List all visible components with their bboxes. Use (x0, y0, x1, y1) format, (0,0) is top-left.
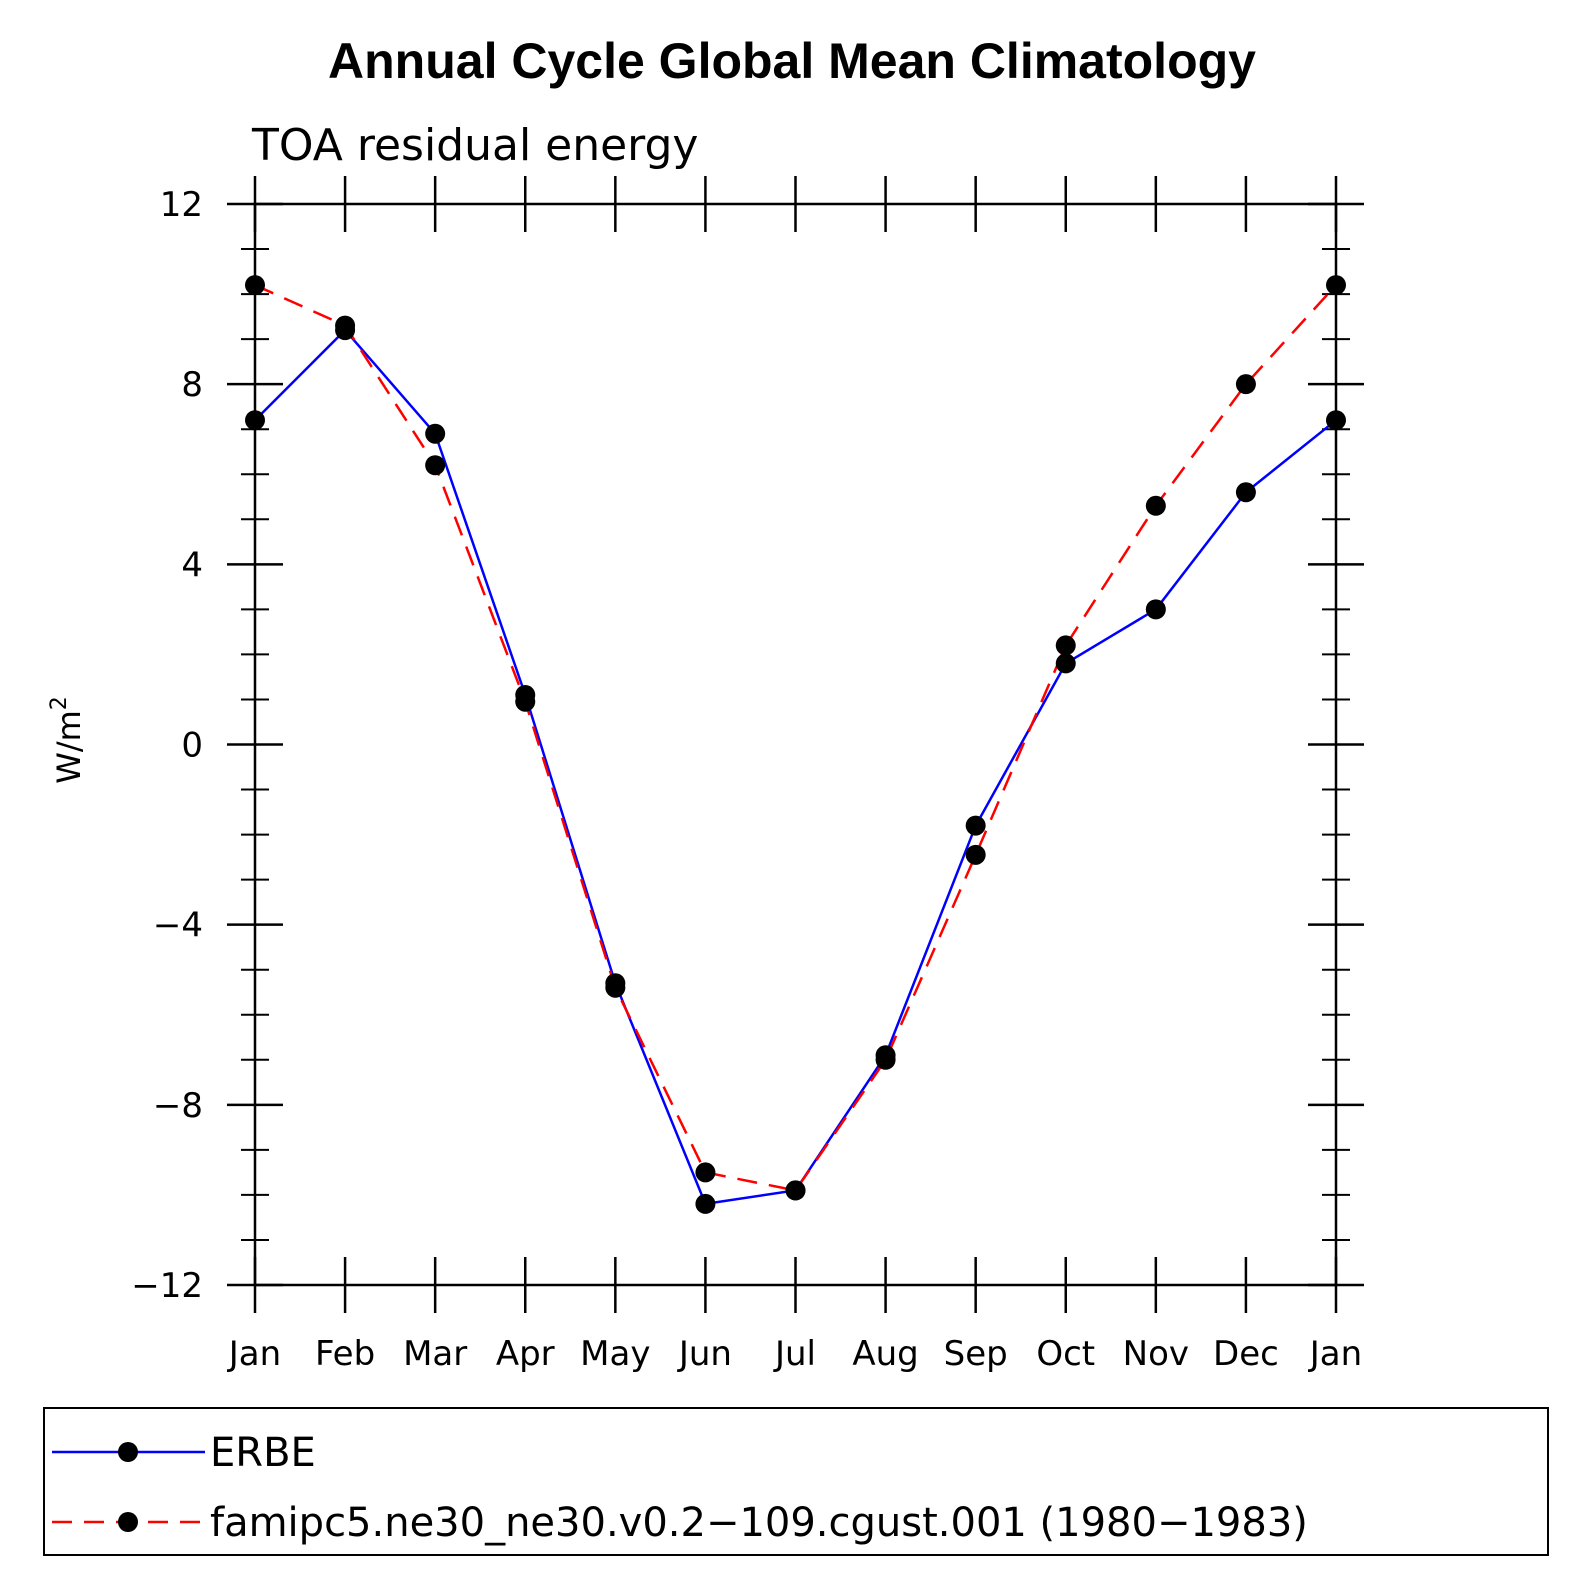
legend-marker-0 (118, 1442, 138, 1462)
x-tick-label: Feb (315, 1334, 375, 1374)
legend-label-1: famipc5.ne30_ne30.v0.2−109.cgust.001 (19… (210, 1500, 1308, 1546)
y-tick-label: 8 (181, 365, 203, 405)
y-tick-label: −4 (153, 906, 203, 946)
series-line-0 (254, 328, 1337, 1206)
series-1-point (1326, 275, 1346, 296)
legend-marker-1 (118, 1512, 138, 1532)
series-1-point (695, 1162, 716, 1183)
series-1-point (605, 977, 626, 998)
x-tick-label: Mar (403, 1334, 467, 1374)
x-tick-label: Jul (773, 1334, 816, 1374)
x-tick-label: Aug (852, 1334, 918, 1374)
y-tick-label: 0 (181, 726, 203, 766)
series-1-point (245, 275, 265, 296)
y-tick-label: 4 (181, 545, 203, 585)
plot-area: 12 8 4 0 −4 −8 −12 Jan Feb Mar Apr May Jun Jul Aug Sep O… (131, 176, 1364, 1374)
series-1-point (335, 315, 356, 336)
x-tick-label: Jan (1308, 1334, 1362, 1374)
series-0-point (965, 815, 986, 836)
y-tick-label: −8 (153, 1086, 203, 1126)
series-1-point (875, 1049, 896, 1070)
y-axis-label-unit: W/m (50, 710, 88, 784)
legend: ERBE famipc5.ne30_ne30.v0.2−109.cgust.001… (52, 1430, 1308, 1546)
series-1-point (965, 844, 986, 865)
series-0-point (425, 423, 446, 444)
x-tick-label: Oct (1036, 1334, 1095, 1374)
chart-subtitle: TOA residual energy (251, 120, 698, 171)
series-0-point (1235, 482, 1256, 503)
x-tick-label: May (580, 1334, 650, 1374)
series-0-point (245, 410, 265, 431)
x-tick-label: Nov (1123, 1334, 1189, 1374)
y-axis-label-exponent: 2 (47, 696, 72, 710)
series-0-point (1145, 599, 1166, 620)
series-line-1 (254, 283, 1337, 1192)
plot-frame (253, 202, 1338, 1287)
y-tick-label: −12 (131, 1266, 203, 1306)
series-1-point (425, 455, 446, 476)
series-1-point (515, 691, 536, 712)
chart-title: Annual Cycle Global Mean Climatology (328, 33, 1256, 89)
legend-box (43, 1407, 1549, 1556)
series-1-point (1145, 495, 1166, 516)
legend-label-0: ERBE (210, 1430, 316, 1476)
series-1-point (1235, 374, 1256, 395)
x-tick-label: Sep (944, 1334, 1008, 1374)
series-0-point (1326, 410, 1346, 431)
series-0-point (1055, 653, 1076, 674)
x-tick-label: Jan (227, 1334, 281, 1374)
series-1-point (1055, 635, 1076, 656)
series-0-point (695, 1193, 716, 1214)
x-tick-label: Dec (1213, 1334, 1279, 1374)
y-tick-label: 12 (160, 185, 203, 225)
series-1-point (785, 1180, 806, 1201)
x-tick-label: Apr (496, 1334, 555, 1374)
x-tick-label: Jun (677, 1334, 732, 1374)
y-axis-label: W/m2 (47, 696, 88, 784)
